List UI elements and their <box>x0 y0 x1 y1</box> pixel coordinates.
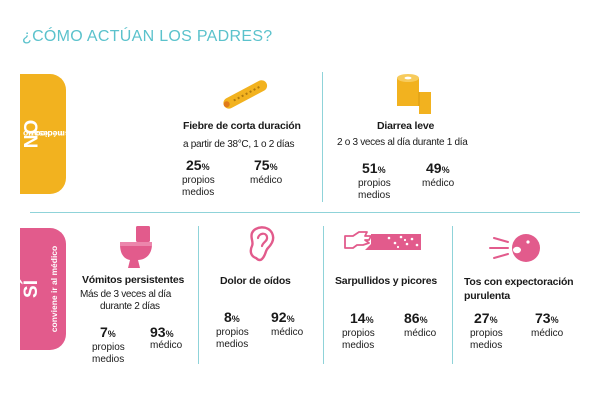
stat-unit: % <box>419 315 428 325</box>
stat-unit: % <box>269 162 278 172</box>
stat-value: 27 <box>474 310 490 326</box>
stat-propios: 25% propios medios <box>182 157 215 199</box>
stat-unit: % <box>550 315 559 325</box>
stat-value: 92 <box>271 309 287 325</box>
item-title: Tos con expectoración purulenta <box>464 276 574 302</box>
stat-propios: 27% propios medios <box>470 310 503 352</box>
item-title: Vómitos persistentes <box>82 274 185 286</box>
stat-unit: % <box>231 314 240 324</box>
rash-arm-icon <box>343 228 425 267</box>
stat-medico: 75% médico <box>250 157 282 187</box>
stat-label: propios medios <box>216 327 249 350</box>
no-section-tab: NO es necesario ir al médico <box>20 74 83 194</box>
stat-label: médico <box>531 328 564 339</box>
stat-label: propios medios <box>470 328 503 351</box>
stat-unit: % <box>107 329 116 339</box>
stat-medico: 93% médico <box>150 324 182 352</box>
divider-bottom-3 <box>452 226 453 364</box>
stat-label: médico <box>422 178 455 189</box>
stat-value: 73 <box>535 310 551 326</box>
no-sublabel: es necesario ir al médico <box>23 129 83 139</box>
stat-label: propios medios <box>182 175 215 198</box>
item-desc: 2 o 3 veces al día durante 1 día <box>337 137 468 148</box>
item-title: Dolor de oídos <box>220 275 291 287</box>
stat-label: médico <box>404 328 437 339</box>
item-desc: a partir de 38°C, 1 o 2 días <box>183 139 295 150</box>
divider-bottom-1 <box>198 226 199 364</box>
stat-label: propios medios <box>358 178 391 201</box>
stat-label: médico <box>150 340 183 351</box>
stat-propios: 51% propios medios <box>358 160 391 202</box>
stat-value: 51 <box>362 160 378 176</box>
stat-propios: 14% propios medios <box>342 310 375 352</box>
stat-medico: 92% médico <box>271 309 303 339</box>
stat-label: propios medios <box>92 342 125 365</box>
stat-value: 93 <box>150 324 166 340</box>
ear-icon <box>246 224 278 269</box>
stat-unit: % <box>377 165 386 175</box>
stat-unit: % <box>201 162 210 172</box>
stat-propios: 8% propios medios <box>216 309 249 351</box>
stat-unit: % <box>286 314 295 324</box>
stat-label: médico <box>271 327 304 338</box>
stat-value: 7 <box>100 324 108 340</box>
item-desc: Más de 3 veces al día durante 2 días <box>80 289 171 312</box>
stat-value: 14 <box>350 310 366 326</box>
stat-propios: 7% propios medios <box>92 324 125 366</box>
stat-label: propios medios <box>342 328 375 351</box>
stat-value: 75 <box>254 157 270 173</box>
page-title: ¿CÓMO ACTÚAN LOS PADRES? <box>22 28 273 45</box>
item-title: Sarpullidos y picores <box>335 275 437 287</box>
si-label: SÍ <box>20 280 42 298</box>
divider-horizontal <box>30 212 580 213</box>
stat-value: 49 <box>426 160 442 176</box>
stat-value: 25 <box>186 157 202 173</box>
stat-medico: 49% médico <box>422 160 454 190</box>
stat-value: 8 <box>224 309 232 325</box>
stat-unit: % <box>165 329 174 339</box>
si-section-tab: SÍ conviene ir al médico <box>20 228 66 350</box>
item-title: Fiebre de corta duración <box>183 120 301 132</box>
coughing-face-icon <box>486 228 542 273</box>
stat-medico: 73% médico <box>531 310 563 340</box>
stat-medico: 86% médico <box>404 310 436 340</box>
stat-label: médico <box>250 175 283 186</box>
toilet-paper-icon <box>395 72 433 121</box>
stat-unit: % <box>365 315 374 325</box>
stat-value: 86 <box>404 310 420 326</box>
divider-bottom-2 <box>323 226 324 364</box>
item-title: Diarrea leve <box>377 120 435 132</box>
divider-top <box>322 72 323 202</box>
si-sublabel: conviene ir al médico <box>49 245 60 333</box>
toilet-icon <box>118 224 154 275</box>
thermometer-icon <box>215 74 275 119</box>
stat-unit: % <box>489 315 498 325</box>
stat-unit: % <box>441 165 450 175</box>
